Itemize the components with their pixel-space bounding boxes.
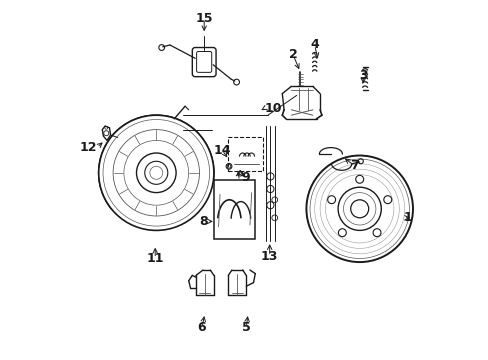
- Text: 15: 15: [195, 12, 212, 25]
- Text: 13: 13: [261, 250, 278, 263]
- Text: 11: 11: [146, 252, 163, 265]
- Text: 5: 5: [242, 321, 250, 334]
- Circle shape: [136, 153, 176, 193]
- Circle shape: [144, 161, 167, 184]
- Circle shape: [338, 229, 346, 237]
- Text: 14: 14: [213, 144, 230, 157]
- Text: 3: 3: [358, 69, 367, 82]
- Circle shape: [383, 196, 391, 204]
- Circle shape: [350, 200, 368, 218]
- Text: 9: 9: [241, 171, 249, 184]
- Text: 10: 10: [264, 102, 282, 114]
- Text: 7: 7: [349, 159, 358, 172]
- Text: 12: 12: [79, 141, 97, 154]
- Bar: [213, 180, 255, 239]
- Text: 1: 1: [403, 211, 411, 224]
- Text: 4: 4: [310, 39, 319, 51]
- Circle shape: [306, 156, 412, 262]
- Circle shape: [327, 196, 335, 204]
- Circle shape: [99, 115, 213, 230]
- Circle shape: [372, 229, 380, 237]
- Circle shape: [337, 187, 381, 230]
- Text: 6: 6: [197, 321, 206, 334]
- Bar: [228, 137, 262, 171]
- Text: 2: 2: [288, 48, 297, 61]
- Circle shape: [355, 175, 363, 183]
- Text: 8: 8: [199, 215, 207, 228]
